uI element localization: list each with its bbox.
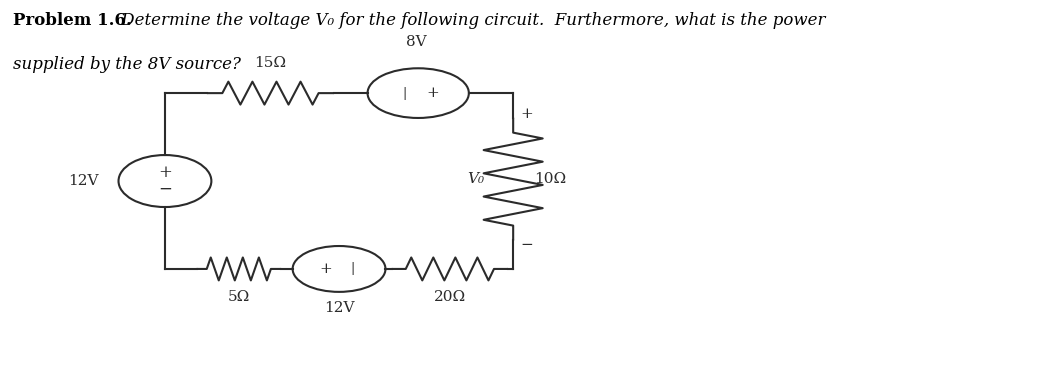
- Text: |: |: [402, 87, 406, 100]
- Text: 8V: 8V: [406, 35, 426, 49]
- Text: 12V: 12V: [324, 301, 354, 315]
- Text: 12V: 12V: [68, 174, 98, 188]
- Text: −: −: [158, 181, 171, 198]
- Text: 5Ω: 5Ω: [227, 290, 250, 304]
- Text: +: +: [158, 164, 171, 181]
- Text: +: +: [521, 107, 533, 121]
- Text: Problem 1.6.: Problem 1.6.: [13, 12, 131, 28]
- Text: +: +: [320, 262, 332, 276]
- Text: 15Ω: 15Ω: [255, 56, 287, 70]
- Text: +: +: [426, 86, 439, 100]
- Text: supplied by the 8V source?: supplied by the 8V source?: [13, 56, 240, 73]
- Text: 10Ω: 10Ω: [534, 172, 566, 186]
- Text: −: −: [521, 238, 533, 252]
- Text: 20Ω: 20Ω: [434, 290, 466, 304]
- Text: V₀: V₀: [468, 172, 485, 186]
- Text: |: |: [350, 263, 354, 275]
- Text: Determine the voltage V₀ for the following circuit.  Furthermore, what is the po: Determine the voltage V₀ for the followi…: [116, 12, 826, 28]
